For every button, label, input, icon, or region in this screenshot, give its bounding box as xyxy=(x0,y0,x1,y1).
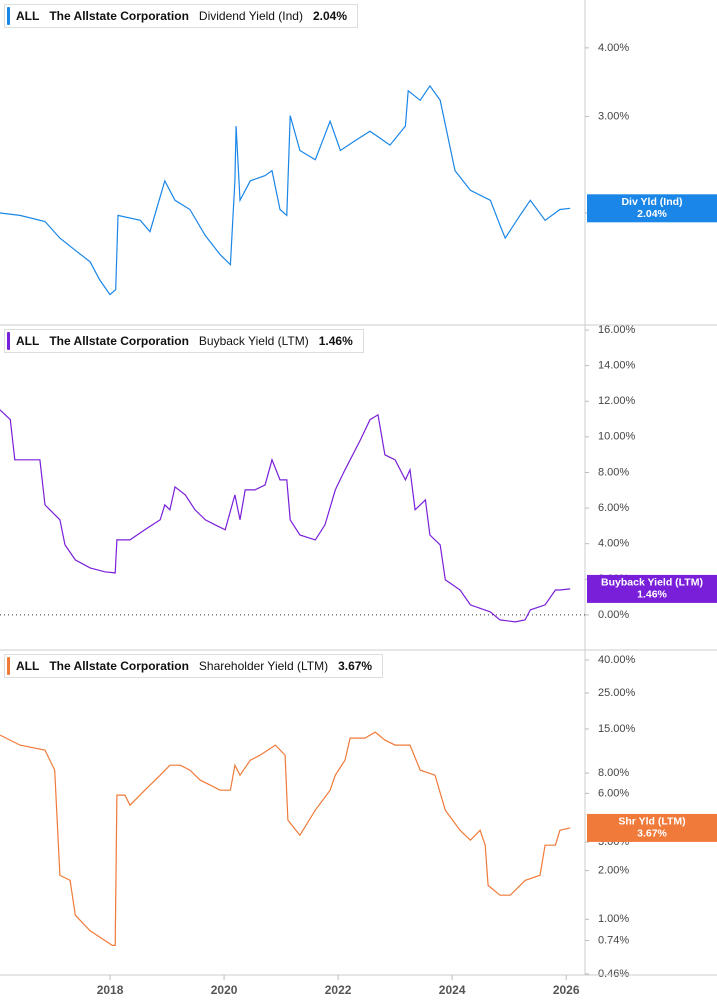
chart-header: ALL The Allstate Corporation Dividend Yiel… xyxy=(4,4,358,28)
y-tick-label: 3.00% xyxy=(598,110,629,122)
x-tick-label: 2018 xyxy=(97,983,124,997)
company: The Allstate Corporation xyxy=(49,334,189,348)
y-tick-label: 8.00% xyxy=(598,767,629,779)
x-tick-label: 2022 xyxy=(325,983,352,997)
y-tick-label: 4.00% xyxy=(598,538,629,550)
value-badge xyxy=(587,194,717,223)
badge-value: 1.46% xyxy=(637,589,667,601)
metric: Dividend Yield (Ind) xyxy=(198,9,303,23)
value-badge xyxy=(587,574,717,603)
ticker: ALL xyxy=(16,659,40,673)
ticker: ALL xyxy=(16,9,40,23)
y-tick-label: 0.00% xyxy=(598,609,629,621)
badge-value: 3.67% xyxy=(637,828,667,840)
y-tick-label: 1.00% xyxy=(598,913,629,925)
ticker: ALL xyxy=(16,334,40,348)
value-badge xyxy=(587,813,717,842)
y-tick-label: 6.00% xyxy=(598,787,629,799)
header-value: 1.46% xyxy=(318,334,353,348)
company: The Allstate Corporation xyxy=(49,659,189,673)
badge-value: 2.04% xyxy=(637,208,667,220)
y-tick-label: 6.00% xyxy=(598,502,629,514)
line xyxy=(0,84,571,296)
y-tick-label: 0.46% xyxy=(598,968,629,980)
header-color-bar xyxy=(7,332,10,350)
y-tick-label: 10.00% xyxy=(598,431,636,443)
y-tick-label: 40.00% xyxy=(598,654,636,666)
y-tick-label: 4.00% xyxy=(598,42,629,54)
y-tick-label: 8.00% xyxy=(598,466,629,478)
chart-header: ALL The Allstate Corporation Buyback Yield… xyxy=(4,329,364,353)
y-tick-label: 15.00% xyxy=(598,723,636,735)
x-tick-label: 2024 xyxy=(439,983,466,997)
header-color-bar xyxy=(7,657,10,675)
badge-label: Shr Yld (LTM) xyxy=(618,816,685,828)
y-tick-label: 25.00% xyxy=(598,687,636,699)
header-color-bar xyxy=(7,7,10,25)
y-tick-label: 14.00% xyxy=(598,360,636,372)
y-tick-label: 0.74% xyxy=(598,934,629,946)
chart-header: ALL The Allstate Corporation Shareholder Y… xyxy=(4,654,384,678)
company: The Allstate Corporation xyxy=(49,9,189,23)
y-tick-label: 2.00% xyxy=(598,865,629,877)
line xyxy=(0,731,571,946)
metric: Shareholder Yield (LTM) xyxy=(198,659,329,673)
badge-label: Div Yld (Ind) xyxy=(621,196,682,208)
y-tick-label: 16.00% xyxy=(598,324,636,336)
header-value: 3.67% xyxy=(338,659,373,673)
y-tick-label: 12.00% xyxy=(598,395,636,407)
badge-label: Buyback Yield (LTM) xyxy=(601,577,703,589)
line xyxy=(0,409,571,623)
metric: Buyback Yield (LTM) xyxy=(198,334,309,348)
header-value: 2.04% xyxy=(312,9,347,23)
x-tick-label: 2020 xyxy=(211,983,238,997)
x-tick-label: 2026 xyxy=(553,983,580,997)
